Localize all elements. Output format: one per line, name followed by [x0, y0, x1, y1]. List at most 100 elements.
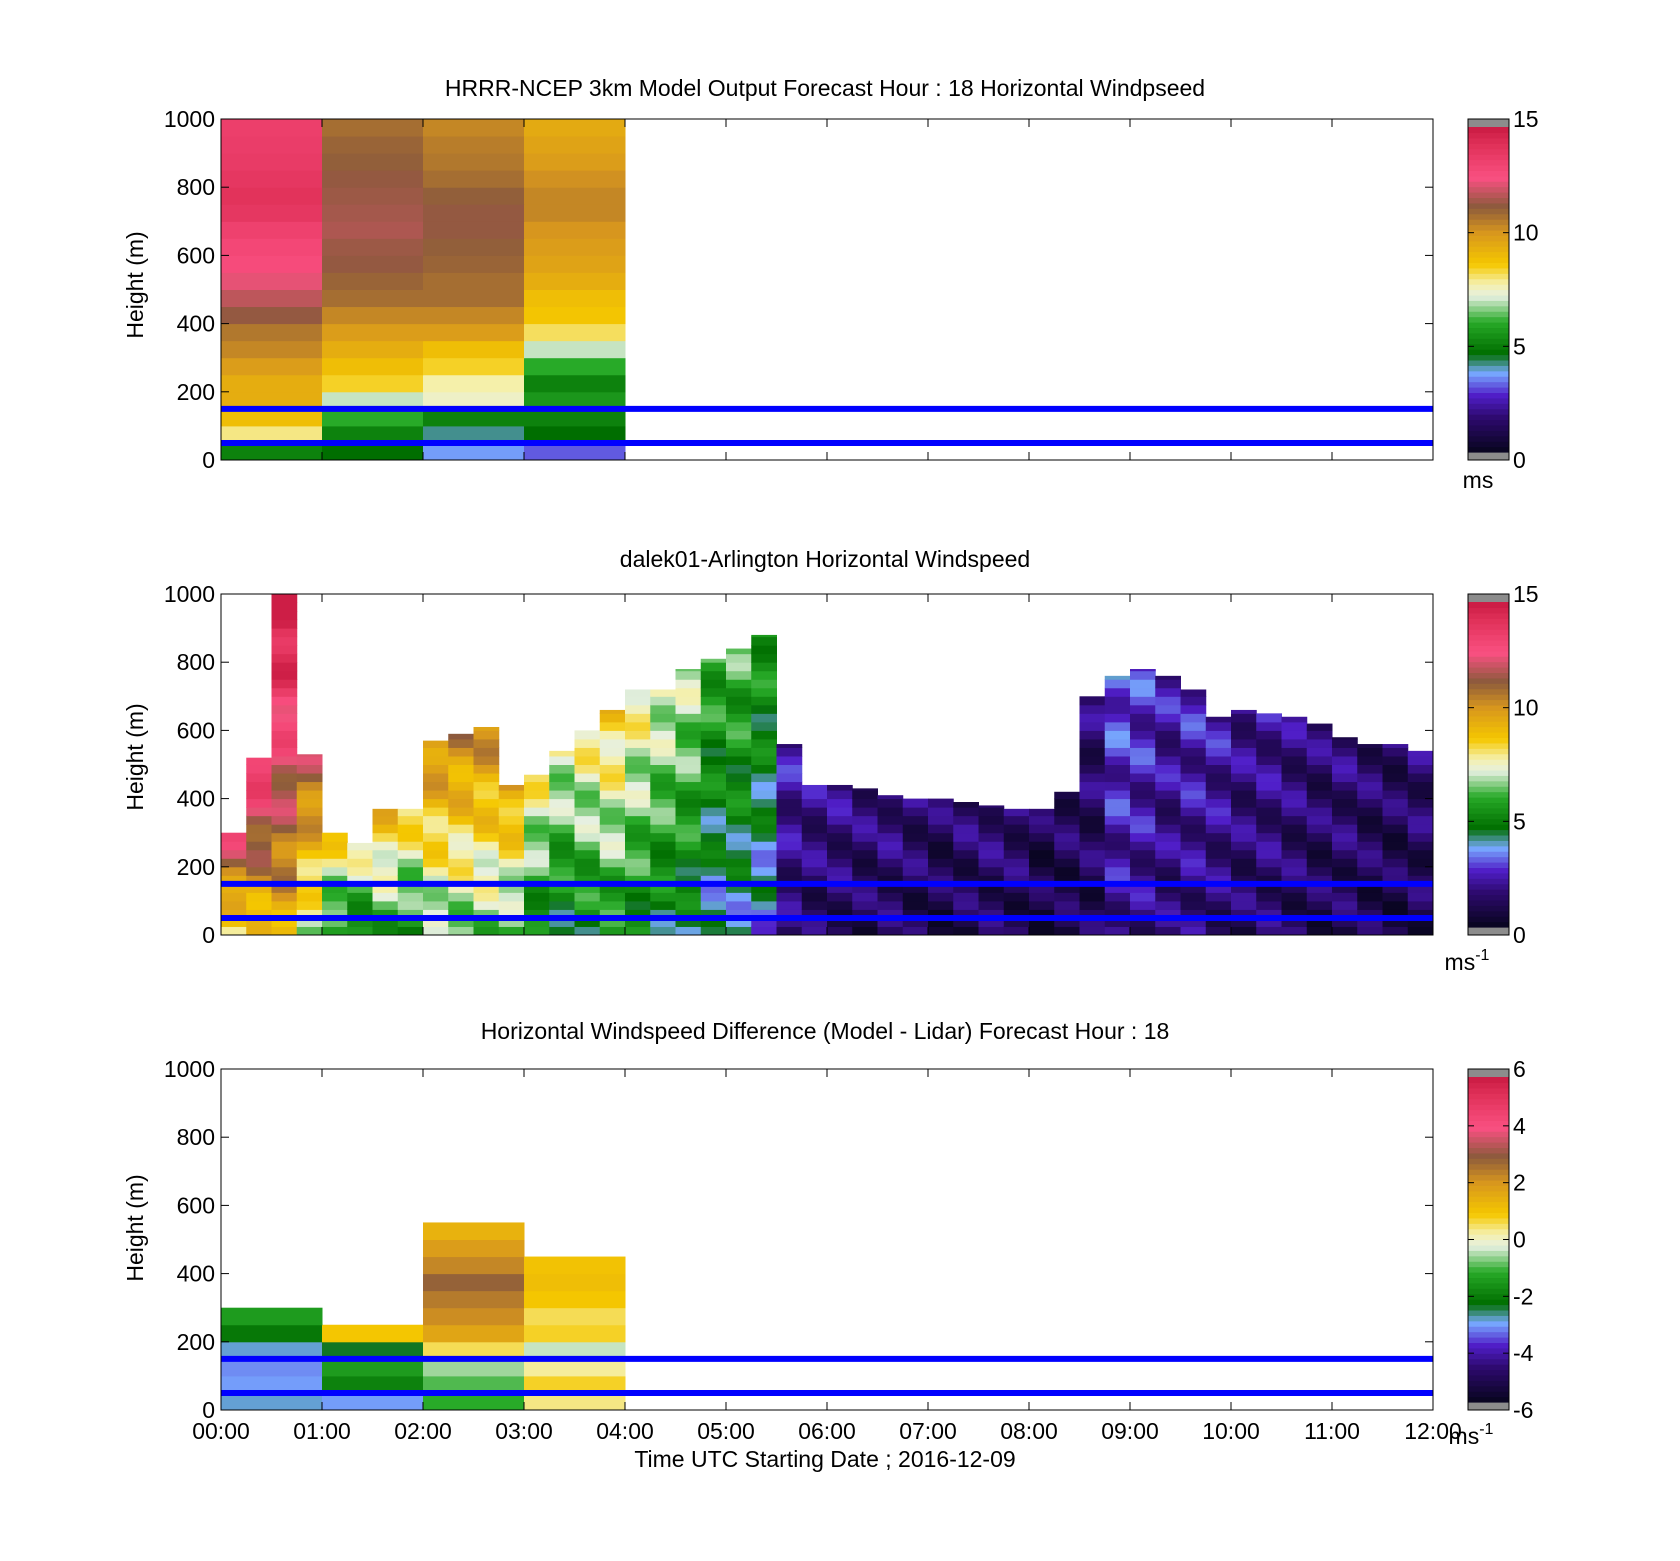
colorbar-swatch: [1468, 246, 1509, 253]
heatmap-cell: [751, 730, 777, 740]
heatmap-cell: [1231, 764, 1257, 774]
heatmap-cell: [423, 807, 449, 817]
heatmap-cell: [1256, 790, 1282, 800]
heatmap-cell: [397, 824, 424, 834]
heatmap-cell: [801, 858, 828, 868]
heatmap-cell: [953, 832, 979, 842]
colorbar-swatch: [1468, 257, 1509, 264]
heatmap-cell: [372, 926, 399, 936]
heatmap-cell: [322, 875, 348, 885]
heatmap-cell: [1332, 807, 1358, 817]
colorbar-swatch: [1468, 1293, 1509, 1300]
heatmap-cell: [1029, 892, 1055, 902]
heatmap-cell: [1357, 841, 1383, 851]
heatmap-cell: [1029, 808, 1055, 817]
x-tick-label: 00:00: [192, 1418, 250, 1444]
colorbar-tick-label: 5: [1513, 808, 1526, 834]
heatmap-cell: [801, 900, 828, 910]
heatmap-cell: [1155, 892, 1181, 902]
heatmap-cell: [423, 170, 525, 188]
heatmap-cell: [1281, 883, 1308, 893]
heatmap-cell: [1332, 781, 1358, 791]
heatmap-cell: [1357, 909, 1383, 919]
y-tick-label: 1000: [164, 581, 215, 607]
heatmap-cell: [296, 917, 323, 927]
heatmap-cell: [1256, 883, 1282, 893]
heatmap-cell: [1382, 849, 1409, 859]
heatmap-cell: [221, 883, 247, 893]
heatmap-cell: [296, 875, 323, 885]
heatmap-cell: [574, 909, 601, 919]
heatmap-cell: [928, 798, 954, 808]
heatmap-cell: [1155, 824, 1181, 834]
heatmap-cell: [1130, 755, 1156, 765]
heatmap-cell: [271, 653, 298, 663]
heatmap-cell: [473, 773, 500, 783]
heatmap-cell: [1155, 900, 1181, 910]
heatmap-cell: [751, 858, 777, 868]
heatmap-cell: [1281, 900, 1308, 910]
heatmap-cell: [1357, 815, 1383, 825]
heatmap-cell: [625, 798, 651, 808]
heatmap-cell: [1130, 917, 1156, 927]
heatmap-cell: [776, 926, 803, 936]
heatmap-cell: [296, 773, 323, 783]
heatmap-cell: [751, 832, 777, 842]
heatmap-cell: [1281, 781, 1308, 791]
colorbar-tick-label: 15: [1513, 581, 1539, 607]
heatmap-cell: [1407, 883, 1434, 893]
x-tick-label: 11:00: [1304, 1418, 1360, 1444]
colorbar-swatch: [1468, 786, 1509, 793]
heatmap-cell: [675, 670, 702, 680]
heatmap-cell: [524, 323, 626, 342]
heatmap-cell: [549, 849, 575, 859]
heatmap-cell: [296, 815, 323, 825]
heatmap-cell: [246, 757, 272, 765]
heatmap-cell: [827, 883, 853, 893]
heatmap-cell: [1130, 900, 1156, 910]
colorbar-swatch: [1468, 1158, 1509, 1165]
heatmap-cell: [877, 892, 904, 902]
heatmap-cell: [1407, 750, 1434, 757]
colorbar-swatch: [1468, 1077, 1509, 1084]
heatmap-cell: [221, 1307, 323, 1326]
heatmap-cell: [1357, 866, 1383, 876]
colorbar-tick-label: 10: [1513, 220, 1539, 246]
heatmap-cell: [1104, 866, 1131, 876]
heatmap-cell: [1407, 841, 1434, 851]
heatmap-cell: [372, 832, 399, 842]
heatmap-cell: [1231, 790, 1257, 800]
heatmap-cell: [574, 866, 601, 876]
colorbar-frame: [1467, 593, 1510, 936]
heatmap-cell: [675, 917, 702, 927]
heatmap-cell: [827, 815, 853, 825]
colorbar-swatch: [1468, 840, 1509, 847]
colorbar-swatch: [1468, 322, 1509, 329]
colorbar-swatch: [1468, 775, 1509, 782]
heatmap-cell: [1079, 849, 1106, 859]
heatmap-cell: [524, 153, 626, 171]
heatmap-cell: [473, 807, 500, 817]
heatmap-cell: [397, 926, 424, 936]
heatmap-cell: [1079, 900, 1106, 910]
heatmap-cell: [423, 755, 449, 765]
heatmap-cell: [827, 824, 853, 834]
x-tick-label: 05:00: [697, 1418, 755, 1444]
heatmap-cell: [801, 875, 828, 885]
heatmap-cell: [1130, 764, 1156, 774]
heatmap-cell: [776, 900, 803, 910]
colorbar-tick-label: -2: [1513, 1283, 1533, 1309]
heatmap-cell: [1104, 807, 1131, 817]
heatmap-cell: [1130, 807, 1156, 817]
heatmap-cell: [751, 815, 777, 825]
heatmap-cell: [524, 408, 626, 427]
heatmap-cell: [1029, 917, 1055, 927]
colorbar-swatch: [1468, 688, 1509, 695]
heatmap-cell: [524, 781, 550, 791]
colorbar-swatch: [1468, 797, 1509, 804]
heatmap-cell: [1281, 909, 1308, 919]
heatmap-cell: [448, 781, 474, 791]
heatmap-cell: [1180, 909, 1207, 919]
heatmap-cell: [221, 272, 323, 290]
heatmap-cell: [1306, 824, 1333, 834]
